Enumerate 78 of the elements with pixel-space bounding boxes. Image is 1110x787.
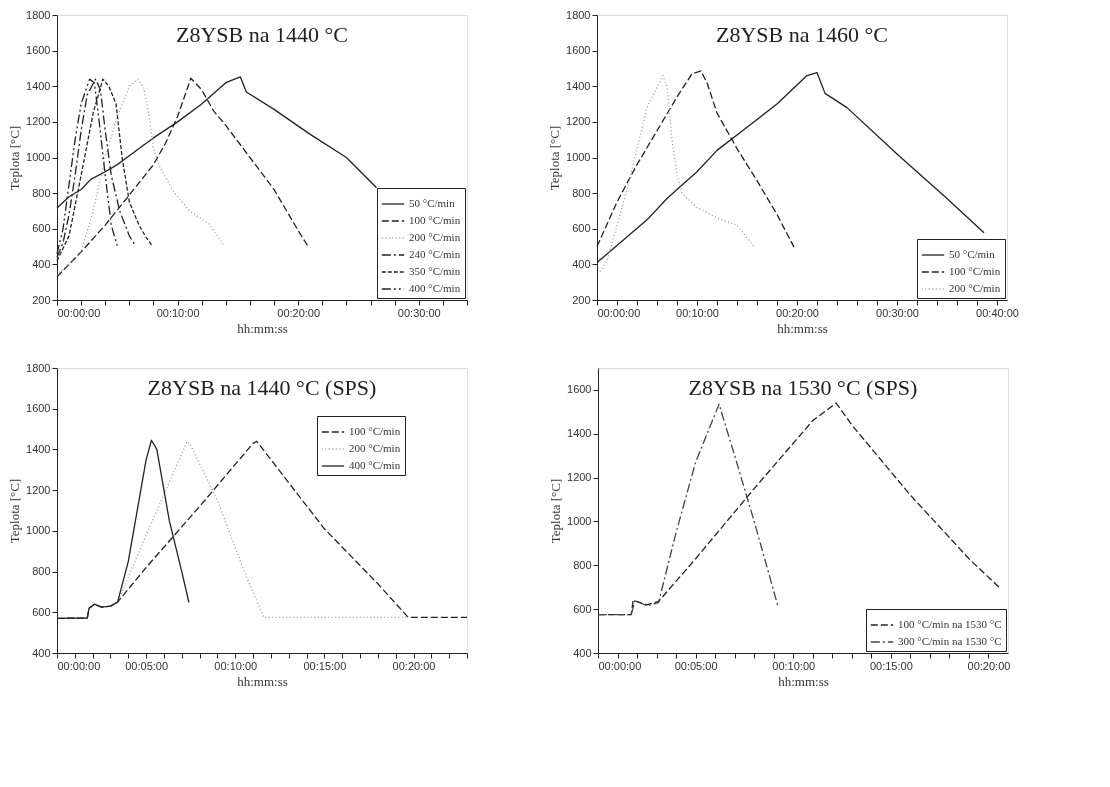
y-tick-label: 200 bbox=[32, 293, 51, 306]
y-tick-label: 1400 bbox=[566, 79, 591, 92]
y-tick-label: 1400 bbox=[26, 442, 51, 455]
y-tick-label: 1600 bbox=[26, 44, 51, 57]
y-tick-label: 800 bbox=[32, 186, 51, 199]
x-tick-label: 00:10:00 bbox=[772, 659, 816, 672]
y-tick-label: 400 bbox=[572, 257, 591, 270]
x-tick-label: 00:40:00 bbox=[976, 306, 1019, 319]
x-tick-label: 00:20:00 bbox=[967, 659, 1011, 672]
legend-label: 300 °C/min na 1530 °C bbox=[898, 635, 1002, 647]
x-tick-label: 00:10:00 bbox=[676, 306, 719, 319]
legend-label: 400 °C/min bbox=[349, 459, 401, 471]
x-tick-label: 00:00:00 bbox=[57, 306, 101, 319]
y-tick-label: 800 bbox=[572, 186, 591, 199]
x-tick-label: 00:15:00 bbox=[869, 659, 913, 672]
legend-label: 240 °C/min bbox=[409, 248, 461, 260]
x-tick-label: 00:00:00 bbox=[598, 659, 642, 672]
y-tick-label: 400 bbox=[32, 646, 51, 659]
y-tick-label: 600 bbox=[573, 602, 592, 615]
legend-label: 200 °C/min bbox=[349, 442, 401, 454]
y-tick-label: 1800 bbox=[566, 8, 591, 21]
y-tick-label: 1600 bbox=[567, 383, 592, 396]
y-axis-title: Teplota [°C] bbox=[7, 125, 23, 191]
x-axis-title: hh:mm:ss bbox=[237, 320, 288, 336]
x-tick-label: 00:15:00 bbox=[303, 659, 347, 672]
y-tick-label: 600 bbox=[32, 605, 51, 618]
x-axis-title: hh:mm:ss bbox=[237, 673, 288, 689]
legend-label: 100 °C/min bbox=[949, 265, 1001, 277]
y-tick-label: 1400 bbox=[567, 427, 592, 440]
y-tick-label: 1000 bbox=[26, 151, 51, 163]
y-tick-label: 1000 bbox=[567, 514, 592, 527]
y-tick-label: 400 bbox=[573, 646, 592, 659]
y-tick-label: 1200 bbox=[567, 471, 592, 484]
y-tick-label: 1400 bbox=[26, 79, 51, 92]
y-tick-label: 1200 bbox=[566, 115, 591, 128]
y-tick-label: 1000 bbox=[26, 524, 51, 537]
y-tick-label: 1800 bbox=[26, 8, 51, 21]
y-tick-label: 1200 bbox=[26, 483, 51, 496]
y-tick-label: 1600 bbox=[26, 402, 51, 415]
legend-label: 100 °C/min na 1530 °C bbox=[898, 618, 1002, 630]
legend-label: 350 °C/min bbox=[409, 265, 461, 277]
x-tick-label: 00:20:00 bbox=[776, 306, 819, 319]
chart-title: Z8YSB na 1440 °C bbox=[176, 22, 348, 47]
y-tick-label: 800 bbox=[573, 558, 592, 571]
y-tick-label: 400 bbox=[32, 257, 51, 270]
y-tick-label: 800 bbox=[32, 565, 51, 578]
chart-title: Z8YSB na 1530 °C (SPS) bbox=[688, 375, 918, 400]
legend-label: 400 °C/min bbox=[409, 282, 461, 294]
x-tick-label: 00:30:00 bbox=[876, 306, 919, 319]
y-tick-label: 1600 bbox=[566, 44, 591, 57]
legend-label: 50 °C/min bbox=[409, 197, 456, 209]
x-tick-label: 00:10:00 bbox=[156, 306, 200, 319]
x-tick-label: 00:30:00 bbox=[397, 306, 441, 319]
x-tick-label: 00:05:00 bbox=[125, 659, 169, 672]
chart-title: Z8YSB na 1460 °C bbox=[716, 22, 888, 47]
legend-label: 100 °C/min bbox=[409, 214, 461, 226]
y-tick-label: 1000 bbox=[566, 151, 591, 163]
y-axis-title: Teplota [°C] bbox=[548, 478, 564, 544]
legend-label: 200 °C/min bbox=[409, 231, 461, 243]
y-tick-label: 600 bbox=[572, 222, 591, 235]
legend-label: 50 °C/min bbox=[949, 248, 996, 260]
y-tick-label: 1200 bbox=[26, 115, 51, 128]
x-axis-title: hh:mm:ss bbox=[778, 673, 829, 689]
y-tick-label: 600 bbox=[32, 222, 51, 235]
y-tick-label: 200 bbox=[572, 293, 591, 306]
y-tick-label: 1800 bbox=[26, 361, 51, 374]
y-axis-title: Teplota [°C] bbox=[547, 125, 563, 191]
x-tick-label: 00:20:00 bbox=[277, 306, 321, 319]
chart-title: Z8YSB na 1440 °C (SPS) bbox=[147, 375, 377, 400]
x-tick-label: 00:10:00 bbox=[214, 659, 258, 672]
y-axis-title: Teplota [°C] bbox=[7, 478, 23, 544]
x-tick-label: 00:00:00 bbox=[57, 659, 101, 672]
x-tick-label: 00:05:00 bbox=[674, 659, 718, 672]
x-tick-label: 00:20:00 bbox=[392, 659, 436, 672]
legend-label: 200 °C/min bbox=[949, 282, 1001, 294]
x-tick-label: 00:00:00 bbox=[597, 306, 641, 319]
legend-label: 100 °C/min bbox=[349, 425, 401, 437]
x-axis-title: hh:mm:ss bbox=[777, 320, 828, 336]
